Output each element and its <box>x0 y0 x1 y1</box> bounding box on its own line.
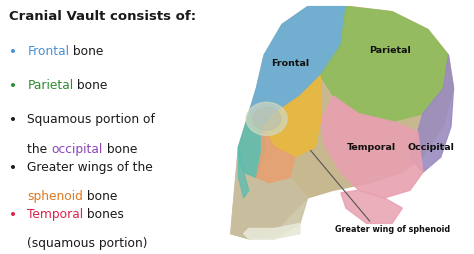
Text: Temporal: Temporal <box>347 143 396 152</box>
Text: bone: bone <box>69 44 104 57</box>
Polygon shape <box>238 114 264 178</box>
Text: •: • <box>9 44 18 58</box>
Text: Occipital: Occipital <box>407 143 454 152</box>
Polygon shape <box>264 76 320 157</box>
Polygon shape <box>244 224 300 239</box>
Text: (squamous portion): (squamous portion) <box>27 236 148 249</box>
Text: occipital: occipital <box>51 142 102 155</box>
Text: Greater wings of the: Greater wings of the <box>27 160 153 173</box>
Text: •: • <box>9 79 18 93</box>
Text: Cranial Vault consists of:: Cranial Vault consists of: <box>9 10 197 23</box>
Text: the: the <box>27 142 51 155</box>
Polygon shape <box>256 127 295 183</box>
Text: Greater wing of sphenoid: Greater wing of sphenoid <box>335 224 450 233</box>
Ellipse shape <box>253 108 281 131</box>
Text: bone: bone <box>73 79 108 92</box>
Text: bone: bone <box>83 189 118 202</box>
Text: Temporal: Temporal <box>27 207 83 220</box>
Polygon shape <box>231 147 308 239</box>
Text: Frontal: Frontal <box>271 59 309 68</box>
Polygon shape <box>320 8 448 122</box>
Text: Frontal: Frontal <box>27 44 69 57</box>
Text: •: • <box>9 160 18 174</box>
Text: Parietal: Parietal <box>27 79 73 92</box>
Text: bone: bone <box>102 142 137 155</box>
Ellipse shape <box>246 103 287 136</box>
Text: bones: bones <box>83 207 124 220</box>
Text: Parietal: Parietal <box>369 46 410 55</box>
Polygon shape <box>238 147 249 198</box>
Text: •: • <box>9 207 18 221</box>
Polygon shape <box>231 8 454 239</box>
Polygon shape <box>320 97 423 198</box>
Text: sphenoid: sphenoid <box>27 189 83 202</box>
Text: Squamous portion of: Squamous portion of <box>27 113 155 126</box>
Polygon shape <box>249 8 346 127</box>
Text: •: • <box>9 113 18 127</box>
Polygon shape <box>410 56 454 173</box>
Polygon shape <box>341 190 402 224</box>
